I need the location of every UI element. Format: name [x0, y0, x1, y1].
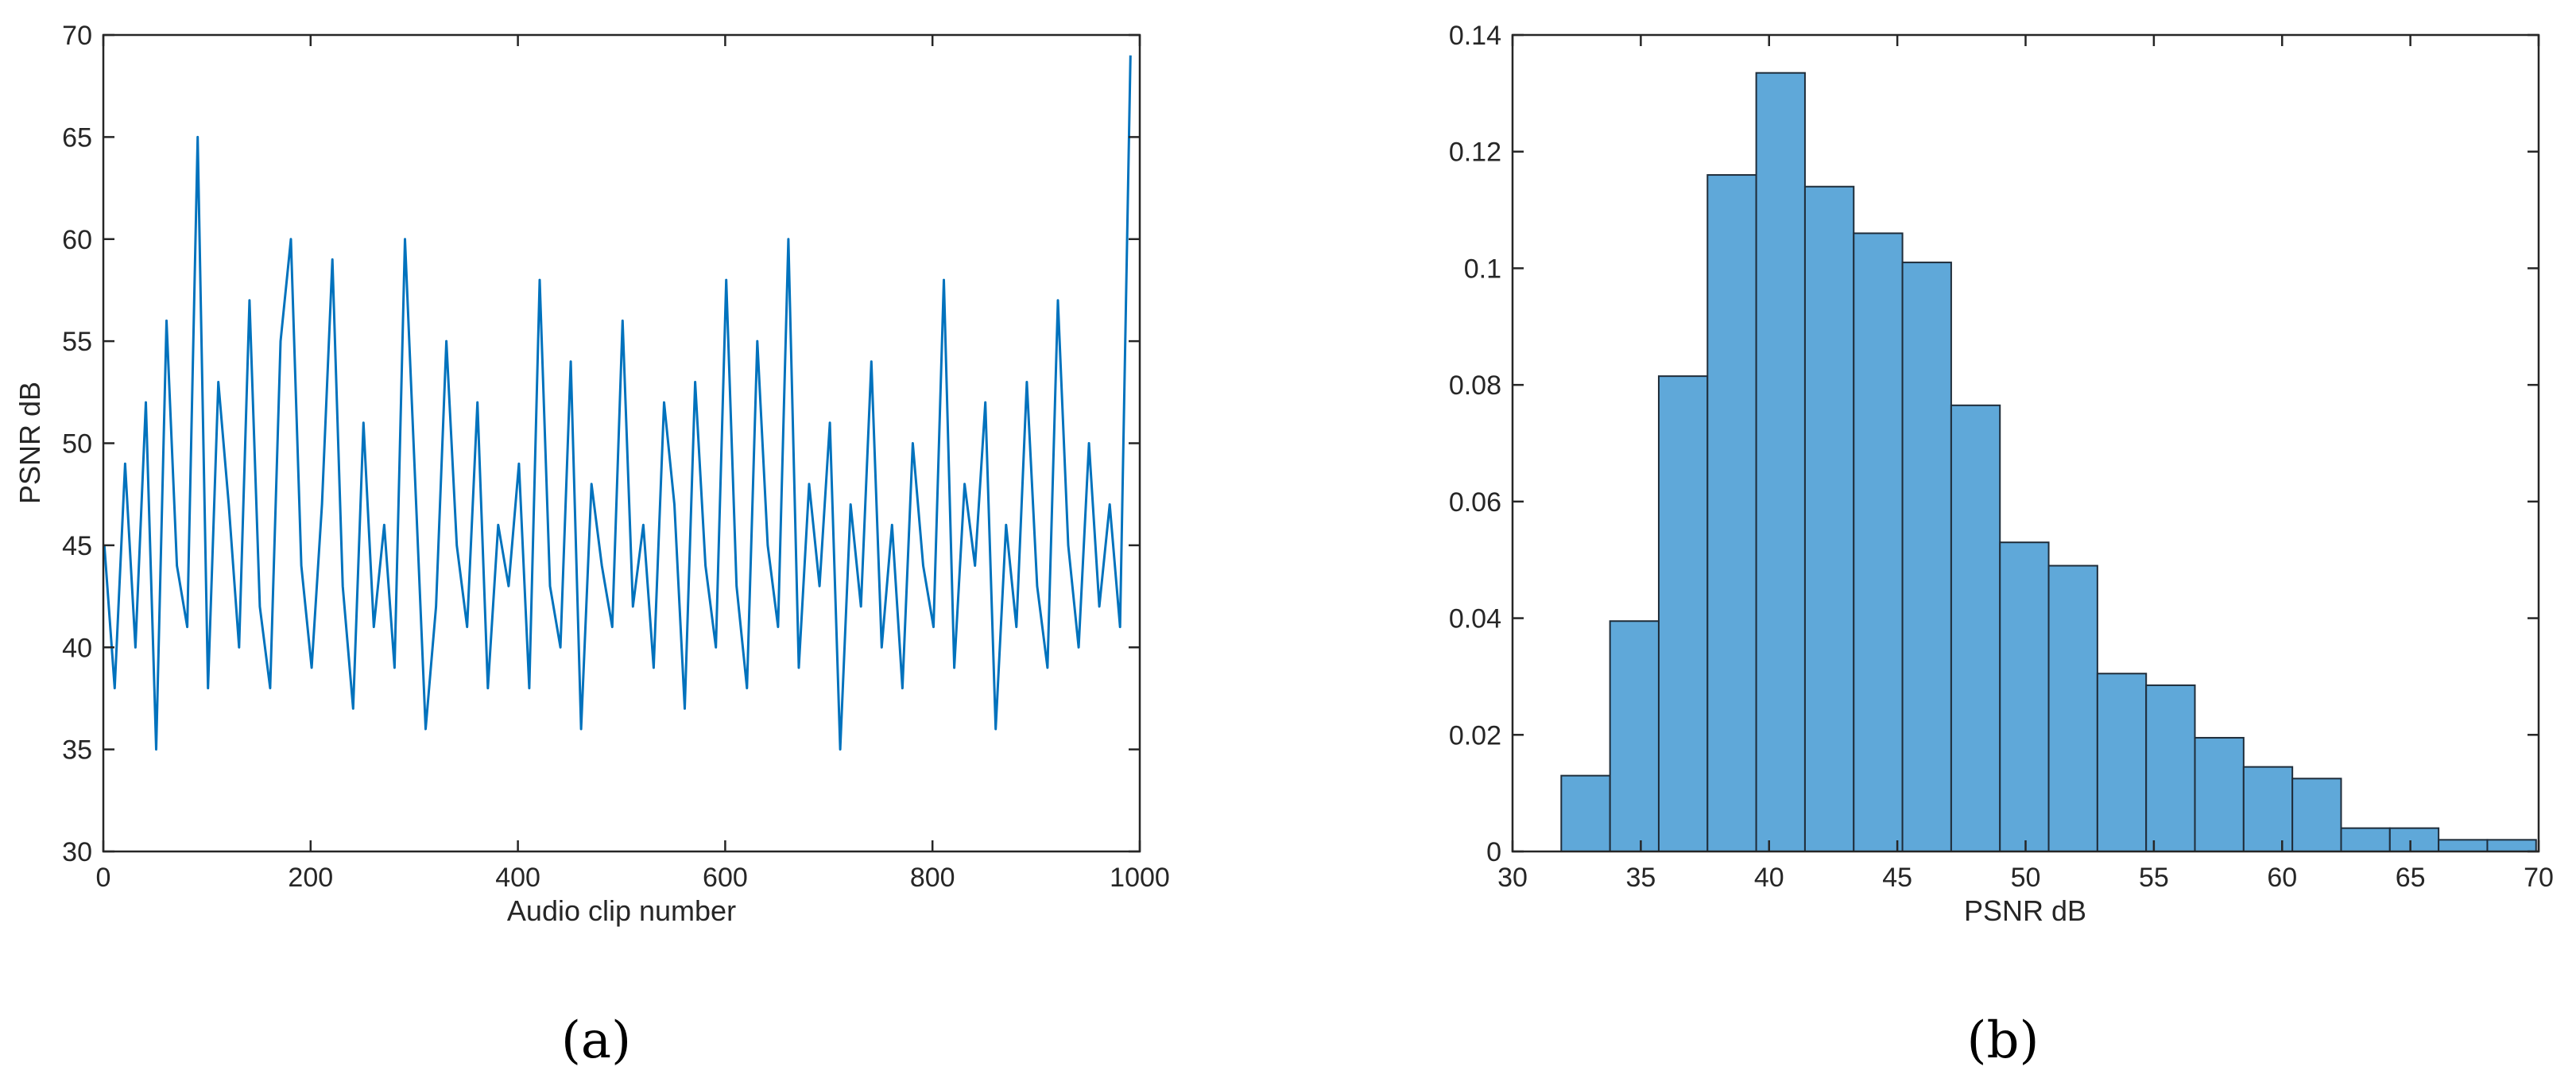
y-tick-label: 55 — [62, 327, 92, 357]
panel-label-b: (b) — [1967, 1011, 2039, 1070]
x-tick-label: 200 — [288, 863, 333, 893]
histogram-bar — [2388, 827, 2440, 852]
y-tick-label: 30 — [62, 837, 92, 867]
x-tick-label: 1000 — [1110, 863, 1170, 893]
y-tick-label: 70 — [62, 21, 92, 51]
y-tick-label: 65 — [62, 122, 92, 153]
histogram-panel: 30 35 40 45 50 55 60 65 70 0 0.02 0.04 0.06 0.08 0.1 0.… — [1449, 21, 2554, 1070]
histogram-bar — [2486, 839, 2537, 853]
line-chart-xlabel: Audio clip number — [507, 894, 736, 927]
histogram-bar — [1560, 774, 1611, 853]
x-tick-label: 60 — [2267, 863, 2297, 893]
histogram-bar — [2242, 766, 2294, 852]
histogram-bars — [1560, 72, 2537, 853]
line-chart-ticks: 0 200 400 600 800 1000 30 35 40 45 50 55 60 65 70 — [62, 21, 1170, 893]
x-tick-label: 50 — [2011, 863, 2041, 893]
x-tick-label: 40 — [1754, 863, 1784, 893]
y-tick-label: 0.08 — [1449, 370, 1501, 401]
x-tick-label: 0 — [96, 863, 111, 893]
histogram-bar — [1706, 174, 1757, 853]
histogram-bar — [1853, 232, 1904, 852]
x-tick-label: 35 — [1625, 863, 1656, 893]
y-tick-label: 45 — [62, 531, 92, 561]
y-tick-label: 50 — [62, 429, 92, 460]
y-tick-label: 35 — [62, 735, 92, 766]
histogram-bar — [1609, 620, 1660, 852]
histogram-bar — [1803, 185, 1855, 852]
histogram-bar — [1901, 262, 1952, 853]
x-tick-label: 30 — [1497, 863, 1528, 893]
y-tick-label: 0.02 — [1449, 720, 1501, 751]
histogram-bar — [2194, 736, 2245, 852]
histogram-bar — [2291, 778, 2342, 853]
x-tick-label: 55 — [2139, 863, 2169, 893]
histogram-bar — [1755, 72, 1806, 853]
x-tick-label: 45 — [1882, 863, 1912, 893]
line-chart-panel: 0 200 400 600 800 1000 30 35 40 45 50 55 60 65 70 Audi… — [14, 21, 1170, 1070]
y-tick-label: 60 — [62, 225, 92, 255]
line-chart-axes-box — [102, 33, 1141, 853]
histogram-bar — [2145, 684, 2196, 852]
histogram-bar — [2047, 564, 2098, 852]
y-tick-label: 0.14 — [1449, 21, 1501, 51]
histogram-bar — [2340, 827, 2391, 852]
histogram-bar — [1657, 375, 1709, 852]
x-tick-label: 400 — [495, 863, 540, 893]
histogram-bar — [1999, 541, 2050, 852]
y-tick-label: 0.06 — [1449, 487, 1501, 518]
x-tick-label: 70 — [2524, 863, 2554, 893]
y-tick-label: 0 — [1486, 837, 1501, 867]
x-tick-label: 800 — [910, 863, 955, 893]
panel-label-a: (a) — [561, 1011, 631, 1070]
y-tick-label: 40 — [62, 633, 92, 663]
y-tick-label: 0.12 — [1449, 138, 1501, 168]
x-tick-label: 65 — [2396, 863, 2426, 893]
y-tick-label: 0.04 — [1449, 604, 1501, 634]
histogram-ticks: 30 35 40 45 50 55 60 65 70 0 0.02 0.04 0.06 0.08 0.1 0.… — [1449, 21, 2554, 893]
line-chart-ylabel: PSNR dB — [14, 382, 46, 504]
psnr-line — [103, 55, 1132, 751]
histogram-bar — [1950, 404, 2001, 852]
psnr-line-series — [103, 55, 1132, 751]
y-tick-label: 0.1 — [1464, 254, 1501, 284]
histogram-bar — [2096, 673, 2148, 853]
histogram-xlabel: PSNR dB — [1964, 894, 2086, 927]
x-tick-label: 600 — [703, 863, 748, 893]
histogram-bar — [2438, 839, 2489, 853]
